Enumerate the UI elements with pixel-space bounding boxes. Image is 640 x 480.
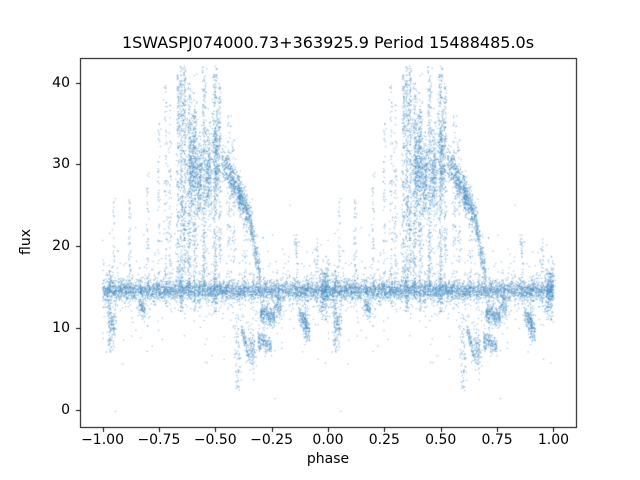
y-tick-label: 0	[61, 401, 70, 418]
x-tick-label: 0.25	[368, 432, 400, 448]
x-tick-label: 0.00	[312, 432, 344, 448]
x-tick-label: −0.75	[137, 432, 181, 448]
y-tick-labels: 0 10 20 30 40	[0, 0, 70, 480]
y-tick-label: 40	[52, 74, 70, 91]
x-tick-labels: −1.00 −0.75 −0.50 −0.25 0.00 0.25 0.50 0.75 1.00	[0, 432, 640, 450]
y-tick-label: 10	[52, 320, 70, 336]
x-tick-label: −1.00	[81, 432, 124, 448]
chart-title: 1SWASPJ074000.73+363925.9 Period 1548848…	[121, 33, 535, 52]
x-tick-label: 1.00	[537, 432, 570, 448]
x-tick-label: −0.25	[250, 432, 294, 448]
x-tick-label: 0.75	[481, 432, 513, 448]
x-tick-label: 0.50	[425, 432, 457, 448]
y-tick-label: 30	[52, 156, 70, 173]
y-tick-label: 20	[52, 238, 70, 255]
x-tick-label: −0.50	[193, 432, 237, 448]
x-axis-label: phase	[306, 451, 350, 467]
